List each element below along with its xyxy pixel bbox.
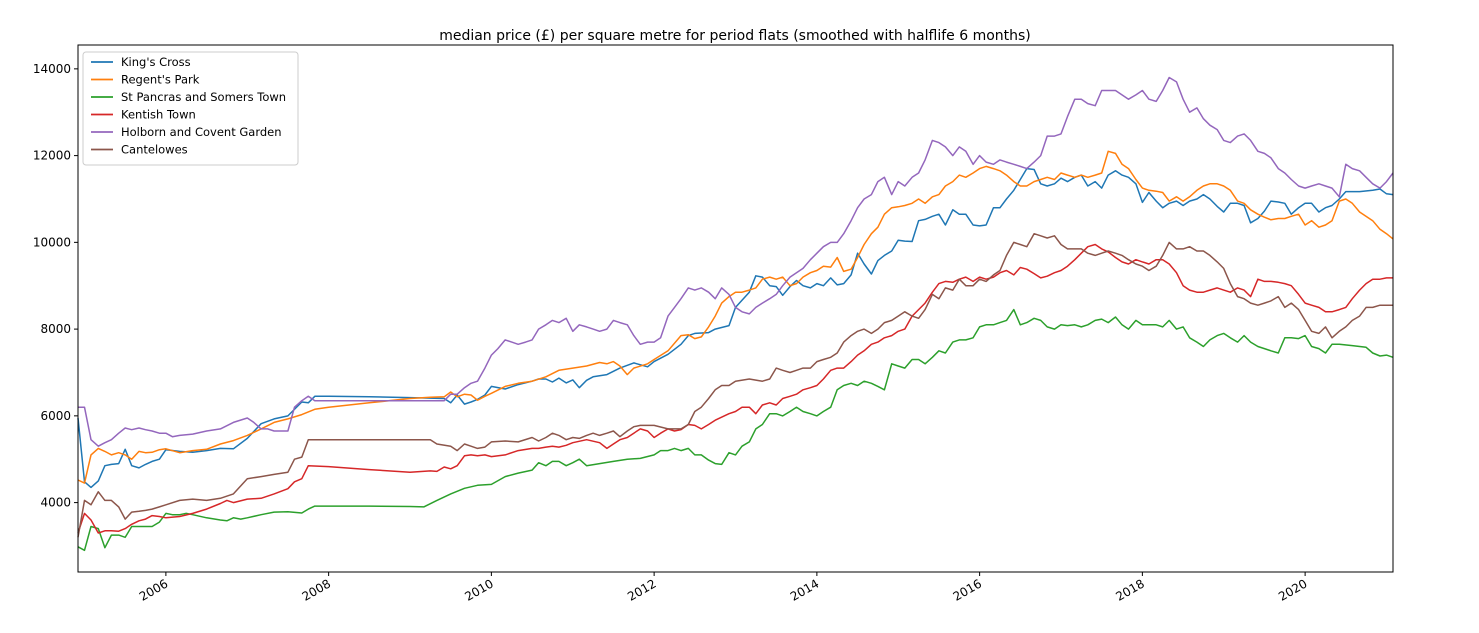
chart-title: median price (£) per square metre for pe… [439, 28, 1031, 44]
series-line-3 [77, 243, 1393, 534]
y-tick-label: 8000 [40, 322, 71, 336]
series-line-4 [78, 76, 1394, 447]
series-line-5 [77, 232, 1393, 538]
y-tick-label: 4000 [40, 496, 71, 510]
y-tick-label: 6000 [40, 409, 71, 423]
legend-label-0: King's Cross [121, 55, 191, 69]
series-layer [77, 76, 1394, 552]
y-tick-label: 12000 [33, 149, 71, 163]
legend-label-4: Holborn and Covent Garden [121, 125, 282, 139]
legend: King's Cross Regent's Park St Pancras and … [82, 51, 299, 166]
series-line-2 [77, 308, 1394, 552]
y-axis: 4000 6000 8000 10000 12000 14000 [33, 62, 78, 510]
plot-area-frame [77, 44, 1394, 573]
y-tick-label: 14000 [33, 62, 71, 76]
series-line-1 [77, 150, 1394, 484]
legend-box [82, 51, 299, 166]
legend-label-1: Regent's Park [121, 73, 200, 87]
legend-label-2: St Pancras and Somers Town [121, 90, 286, 104]
x-axis: 2006 2008 2010 2012 2014 2016 2018 2020 [137, 572, 1310, 604]
legend-label-5: Cantelowes [121, 143, 188, 157]
legend-label-3: Kentish Town [121, 108, 196, 122]
y-tick-label: 10000 [33, 235, 71, 249]
